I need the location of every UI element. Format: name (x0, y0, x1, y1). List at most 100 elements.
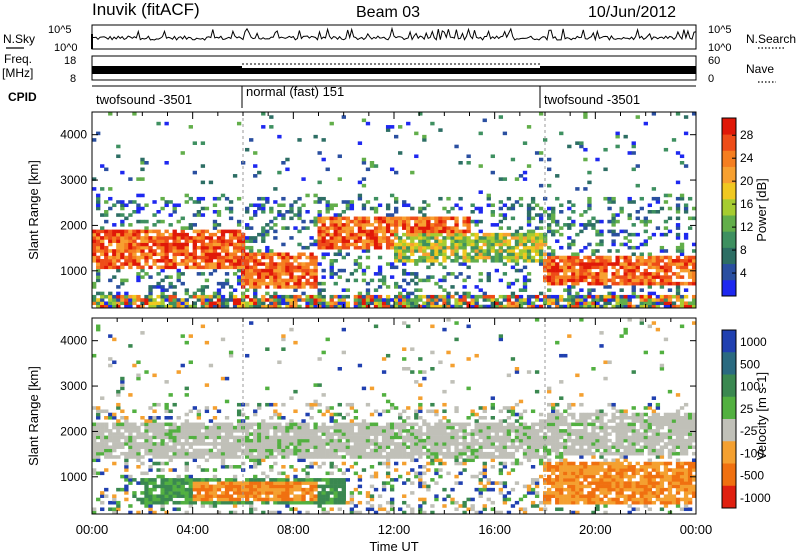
heatmap-cell (402, 425, 407, 430)
heatmap-cell (160, 474, 165, 479)
heatmap-cell (236, 409, 242, 414)
heatmap-cell (619, 255, 624, 260)
heatmap-cell (462, 285, 467, 289)
heatmap-cell (321, 429, 326, 433)
heatmap-cell (498, 242, 504, 247)
heatmap-cell (224, 304, 230, 309)
heatmap-cell (462, 294, 467, 299)
heatmap-cell (293, 487, 298, 492)
heatmap-cell (571, 203, 576, 208)
heatmap-cell (651, 291, 657, 296)
power-colorbar-swatch (722, 279, 736, 297)
heatmap-cell (430, 504, 435, 508)
heatmap-cell (353, 435, 359, 440)
heatmap-cell (240, 236, 246, 240)
heatmap-cell (96, 272, 101, 276)
nsky-tick-top: 10^5 (48, 24, 72, 36)
heatmap-cell (353, 232, 359, 237)
heatmap-cell (381, 429, 387, 433)
heatmap-cell (333, 213, 338, 217)
heatmap-cell (675, 265, 681, 270)
heatmap-cell (216, 487, 222, 492)
heatmap-cell (357, 236, 363, 240)
heatmap-cell (446, 432, 451, 436)
heatmap-cell (184, 245, 189, 250)
heatmap-cell (498, 213, 504, 217)
heatmap-cell (148, 429, 153, 433)
heatmap-cell (675, 275, 681, 279)
heatmap-cell (615, 255, 620, 260)
heatmap-cell (438, 422, 443, 427)
heatmap-cell (92, 507, 97, 512)
heatmap-cell (402, 409, 407, 414)
heatmap-cell (603, 275, 608, 279)
heatmap-cell (410, 259, 415, 263)
heatmap-cell (345, 438, 351, 443)
heatmap-cell (534, 232, 540, 237)
heatmap-cell (309, 304, 314, 309)
heatmap-cell (369, 223, 375, 227)
heatmap-cell (627, 255, 632, 260)
heatmap-cell (220, 232, 226, 237)
heatmap-cell (434, 252, 439, 257)
heatmap-cell (253, 478, 258, 482)
heatmap-cell (265, 494, 270, 498)
heatmap-cell (398, 442, 403, 446)
heatmap-cell (345, 445, 351, 449)
heatmap-cell (651, 232, 657, 237)
heatmap-cell (333, 245, 338, 250)
heatmap-cell (414, 131, 419, 136)
heatmap-cell (394, 448, 399, 453)
heatmap-cell (398, 301, 403, 306)
heatmap-cell (414, 262, 419, 266)
heatmap-cell (180, 445, 185, 449)
heatmap-cell (611, 281, 616, 286)
heatmap-cell (156, 474, 161, 479)
heatmap-cell (510, 265, 516, 270)
heatmap-cell (301, 455, 306, 459)
heatmap-cell (188, 442, 193, 446)
heatmap-cell (663, 301, 669, 306)
heatmap-cell (414, 409, 419, 414)
heatmap-cell (204, 468, 210, 472)
heatmap-cell (92, 438, 97, 443)
heatmap-cell (136, 435, 141, 440)
heatmap-cell (583, 157, 588, 162)
heatmap-cell (389, 429, 395, 433)
heatmap-cell (506, 304, 512, 309)
heatmap-cell (204, 255, 210, 260)
heatmap-cell (116, 298, 121, 302)
heatmap-cell (116, 455, 121, 459)
heatmap-cell (136, 376, 141, 381)
heatmap-cell (462, 236, 467, 240)
heatmap-cell (152, 442, 157, 446)
heatmap-cell (204, 294, 210, 299)
heatmap-cell (510, 409, 516, 414)
heatmap-cell (329, 442, 334, 446)
heatmap-cell (136, 497, 141, 502)
heatmap-cell (204, 478, 210, 482)
heatmap-cell (136, 210, 141, 214)
heatmap-cell (474, 298, 479, 302)
heatmap-cell (301, 265, 306, 270)
heatmap-cell (108, 429, 113, 433)
heatmap-cell (196, 245, 202, 250)
heatmap-cell (305, 442, 310, 446)
heatmap-cell (176, 203, 181, 208)
heatmap-cell (679, 154, 685, 159)
heatmap-cell (671, 294, 677, 299)
heatmap-cell (518, 432, 524, 436)
heatmap-cell (402, 451, 407, 456)
heatmap-cell (426, 409, 431, 414)
heatmap-cell (357, 291, 363, 296)
heatmap-cell (168, 416, 173, 420)
heatmap-cell (144, 491, 149, 495)
heatmap-cell (555, 223, 560, 227)
heatmap-cell (309, 268, 314, 273)
heatmap-cell (333, 203, 338, 208)
heatmap-cell (398, 416, 403, 420)
heatmap-cell (349, 236, 355, 240)
heatmap-cell (381, 357, 387, 361)
heatmap-cell (506, 298, 512, 302)
heatmap-cell (462, 458, 467, 463)
